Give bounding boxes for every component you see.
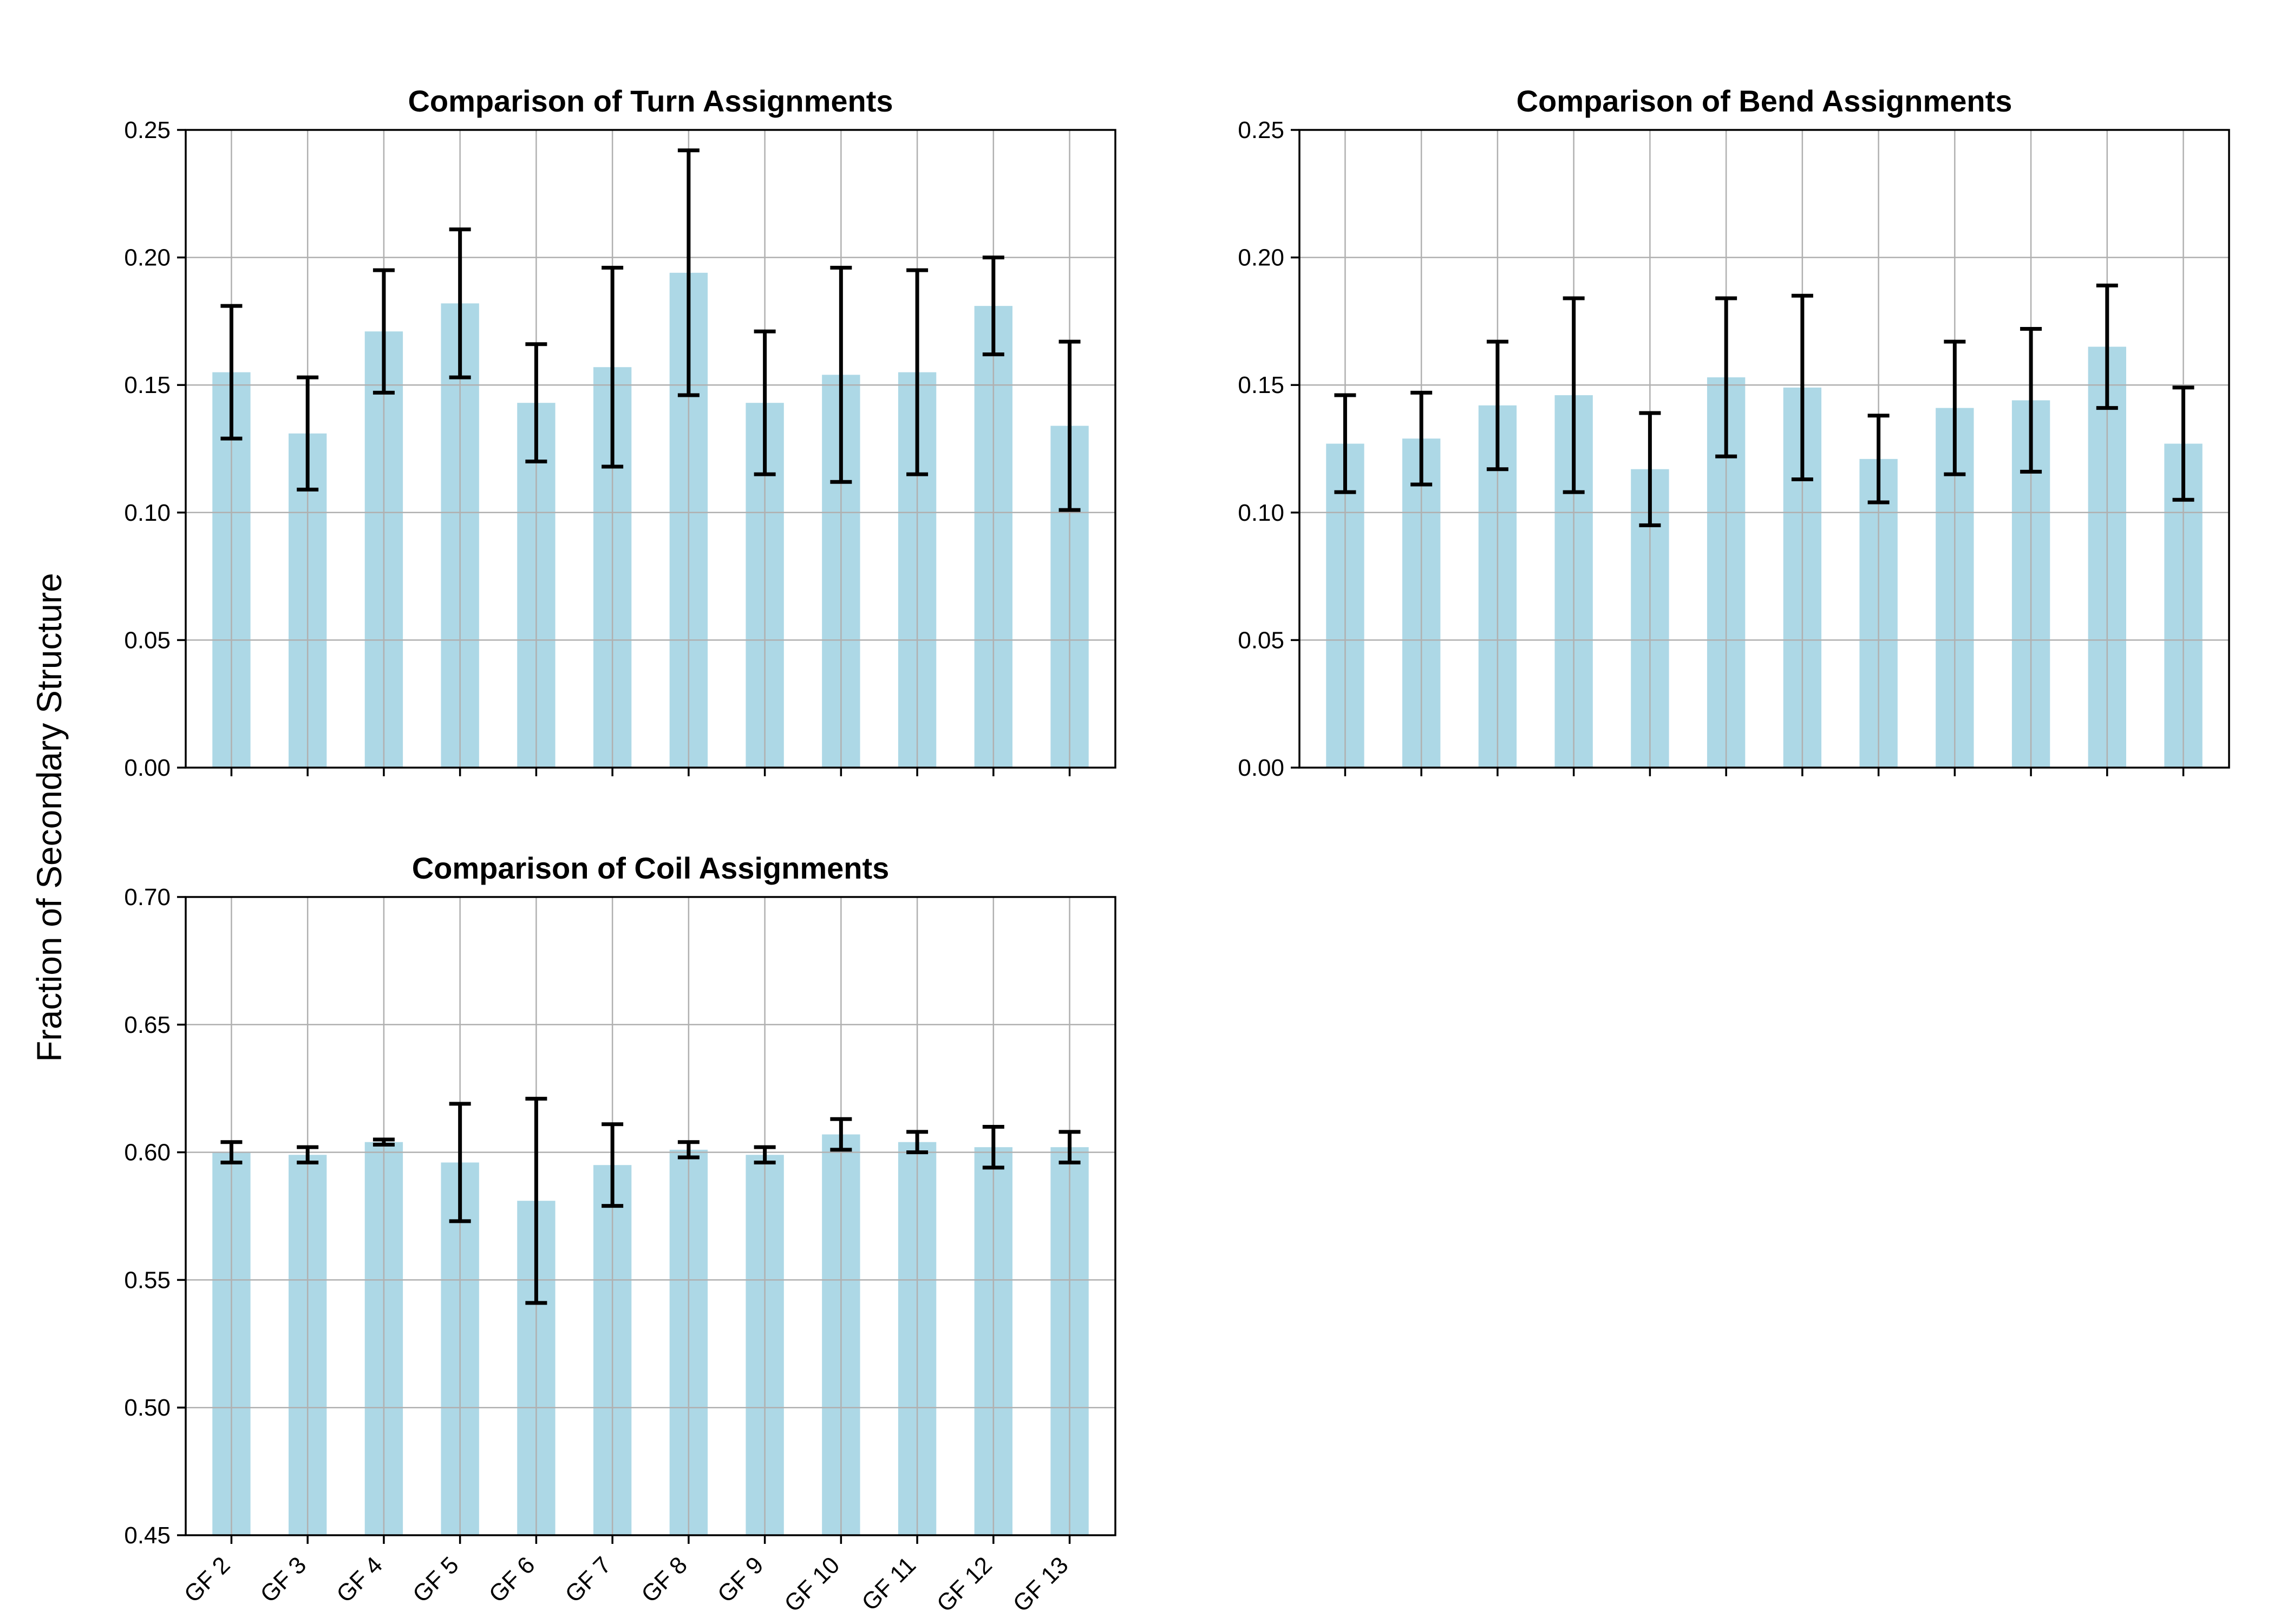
bend-error-bar-gf-3 — [1410, 390, 1433, 487]
coil-error-bar-gf-10 — [830, 1117, 852, 1152]
coil-error-bar-gf-11 — [906, 1130, 929, 1155]
coil-error-bar-gf-4 — [373, 1137, 395, 1147]
coil-y-tick-label: 0.65 — [124, 1012, 171, 1038]
bend-error-bar-gf-6 — [1639, 411, 1661, 527]
figure-y-axis-label: Fraction of Secondary Structure — [30, 573, 69, 1062]
turn-error-bar-gf-5 — [449, 227, 471, 379]
coil-y-tick-label: 0.60 — [124, 1140, 171, 1166]
bend-error-bar-gf-10 — [1944, 339, 1966, 476]
turn-y-tick-label: 0.15 — [124, 372, 171, 398]
bend-y-tick-label: 0.15 — [1238, 372, 1284, 398]
turn-error-bar-gf-3 — [297, 375, 319, 492]
bend-assignments-chart: Comparison of Bend Assignments 0.00 0.05 0.… — [1238, 84, 2230, 781]
turn-error-bar-gf-6 — [525, 342, 547, 464]
turn-error-bar-gf-9 — [754, 329, 776, 476]
bend-error-bar-gf-13 — [2172, 385, 2194, 502]
turn-error-bar-gf-4 — [373, 268, 395, 395]
bend-y-tick-label: 0.10 — [1238, 500, 1284, 526]
coil-error-bar-gf-7 — [602, 1122, 624, 1208]
coil-axes-frame — [185, 896, 1116, 1536]
coil-error-bar-gf-13 — [1058, 1130, 1081, 1164]
bend-error-bar-gf-12 — [2096, 283, 2118, 410]
bend-y-tick-label: 0.20 — [1238, 245, 1284, 271]
coil-error-bar-gf-12 — [982, 1124, 1004, 1170]
turn-y-tick-label: 0.25 — [124, 117, 171, 143]
turn-axes-frame — [185, 129, 1116, 769]
coil-error-bar-gf-3 — [297, 1145, 319, 1164]
bend-error-bar-gf-7 — [1715, 296, 1737, 459]
turn-error-bar-gf-10 — [830, 265, 852, 484]
turn-chart-title: Comparison of Turn Assignments — [408, 84, 893, 118]
coil-error-bar-gf-5 — [449, 1102, 471, 1223]
coil-error-bar-gf-6 — [525, 1097, 547, 1305]
bend-error-bar-gf-4 — [1486, 339, 1508, 472]
bend-error-bar-gf-9 — [1867, 414, 1890, 505]
turn-y-tick-label: 0.00 — [124, 755, 171, 781]
bend-error-bar-gf-5 — [1563, 296, 1585, 494]
bend-y-tick-label: 0.00 — [1238, 755, 1284, 781]
turn-y-tick-label: 0.10 — [124, 500, 171, 526]
coil-chart-title: Comparison of Coil Assignments — [412, 851, 890, 885]
bend-y-tick-label: 0.05 — [1238, 627, 1284, 653]
bend-error-bar-gf-11 — [2020, 327, 2042, 474]
coil-y-tick-label: 0.45 — [124, 1522, 171, 1549]
turn-error-bar-gf-8 — [677, 148, 700, 397]
coil-y-tick-label: 0.70 — [124, 884, 171, 911]
coil-error-bar-gf-9 — [754, 1145, 776, 1164]
turn-assignments-chart: Comparison of Turn Assignments 0.00 0.05 0.… — [124, 84, 1116, 781]
turn-error-bar-gf-12 — [982, 256, 1004, 357]
turn-error-bar-gf-13 — [1058, 339, 1081, 512]
coil-error-bar-gf-8 — [677, 1140, 700, 1160]
bend-error-bar-gf-8 — [1791, 293, 1813, 482]
turn-y-tick-label: 0.20 — [124, 245, 171, 271]
turn-error-bar-gf-7 — [602, 265, 624, 469]
coil-y-tick-label: 0.55 — [124, 1267, 171, 1293]
bend-error-bar-gf-2 — [1334, 393, 1356, 494]
bend-chart-title: Comparison of Bend Assignments — [1517, 84, 2012, 118]
turn-error-bar-gf-11 — [906, 268, 929, 476]
coil-error-bar-gf-2 — [220, 1140, 243, 1164]
turn-y-tick-label: 0.05 — [124, 627, 171, 653]
bend-y-tick-label: 0.25 — [1238, 117, 1284, 143]
coil-y-tick-label: 0.50 — [124, 1394, 171, 1421]
bend-axes-frame — [1298, 129, 2230, 769]
turn-error-bar-gf-2 — [220, 304, 243, 441]
